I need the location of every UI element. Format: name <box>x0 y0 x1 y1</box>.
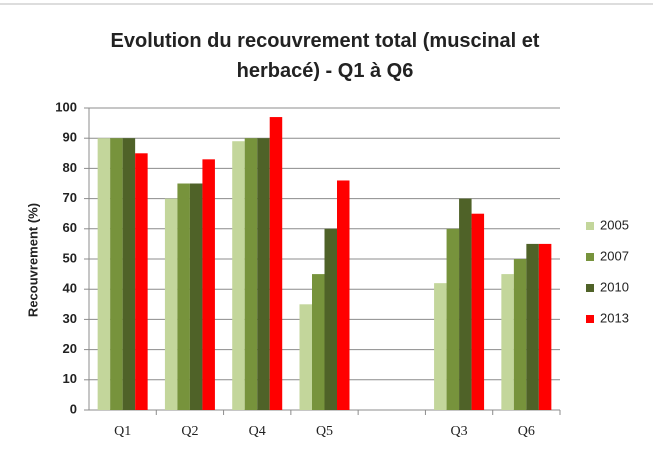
x-tick-label: Q2 <box>181 424 198 439</box>
legend-label: 2010 <box>600 279 629 294</box>
bar <box>110 138 123 410</box>
x-tick-label: Q6 <box>518 424 535 439</box>
bar <box>177 183 190 410</box>
y-tick-label: 10 <box>63 371 77 386</box>
x-tick-label: Q1 <box>114 424 131 439</box>
legend-label: 2005 <box>600 217 629 232</box>
bar <box>164 198 178 410</box>
bar <box>526 243 539 410</box>
bar <box>513 259 527 410</box>
y-axis-label: Recouvrement (%) <box>25 203 40 317</box>
x-tick-label: Q5 <box>316 424 333 439</box>
y-tick-label: 20 <box>63 341 77 356</box>
bar <box>459 198 472 410</box>
y-tick-label: 70 <box>63 190 77 205</box>
legend-swatch <box>586 253 594 261</box>
legend-swatch <box>586 315 594 323</box>
legend-label: 2013 <box>600 310 629 325</box>
bar <box>312 274 325 410</box>
bar <box>538 243 552 410</box>
bar <box>324 228 337 410</box>
y-tick-label: 80 <box>63 160 77 175</box>
x-tick-label: Q3 <box>451 424 468 439</box>
bar <box>202 159 215 410</box>
bar <box>434 283 447 410</box>
bar <box>446 228 460 410</box>
y-tick-label: 40 <box>63 281 77 296</box>
y-tick-label: 90 <box>63 130 77 145</box>
y-tick-label: 0 <box>70 401 77 416</box>
y-tick-label: 100 <box>55 99 77 114</box>
bar <box>471 213 485 410</box>
y-tick-label: 50 <box>63 250 77 265</box>
bar <box>337 180 350 410</box>
legend-label: 2007 <box>600 248 629 263</box>
bar <box>244 138 258 410</box>
bar <box>501 274 514 410</box>
bar <box>269 117 283 410</box>
y-tick-label: 60 <box>63 220 77 235</box>
bar <box>189 183 203 410</box>
bar <box>257 138 270 410</box>
bar <box>97 138 111 410</box>
x-tick-label: Q4 <box>249 424 266 439</box>
legend-swatch <box>586 284 594 292</box>
bar <box>135 153 148 411</box>
chart-title: Evolution du recouvrement total (muscina… <box>110 30 540 82</box>
bar <box>122 138 136 410</box>
bar <box>299 304 312 410</box>
bar <box>232 141 245 410</box>
legend-swatch <box>586 222 594 230</box>
y-tick-label: 30 <box>63 311 77 326</box>
